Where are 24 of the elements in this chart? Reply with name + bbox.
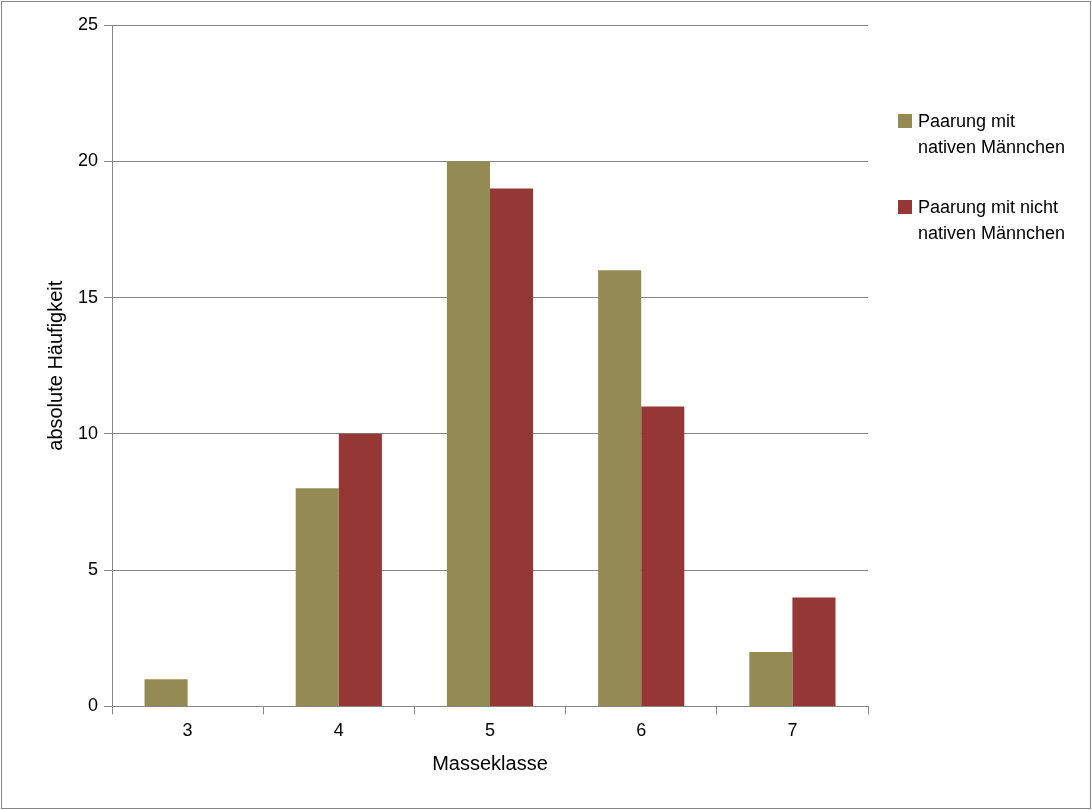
bar — [792, 597, 836, 706]
y-tick-label: 10 — [77, 422, 99, 443]
bar — [598, 270, 642, 706]
y-axis-title: absolute Häufigkeit — [43, 280, 66, 451]
y-tick-label: 5 — [88, 559, 99, 580]
bar — [144, 679, 188, 706]
x-tick-label: 3 — [182, 720, 193, 741]
y-tick-label: 25 — [77, 13, 99, 34]
x-tick-label: 6 — [636, 720, 647, 741]
bar — [446, 161, 491, 706]
x-tick-label: 5 — [485, 720, 496, 741]
y-tick-label: 20 — [77, 150, 99, 171]
legend-label: Paarung mit nativen Männchen — [918, 110, 1067, 159]
bar — [749, 651, 793, 706]
x-axis-title: Masseklasse — [432, 751, 548, 774]
bar — [338, 433, 382, 706]
bar — [490, 188, 534, 706]
bar — [641, 406, 685, 706]
y-tick-label: 0 — [88, 695, 99, 716]
bar — [295, 488, 339, 706]
x-tick-label: 4 — [333, 720, 344, 741]
y-tick-label: 15 — [77, 286, 99, 307]
legend-label: Paarung mit nicht nativen Männchen — [918, 196, 1067, 245]
x-tick-label: 7 — [787, 720, 798, 741]
